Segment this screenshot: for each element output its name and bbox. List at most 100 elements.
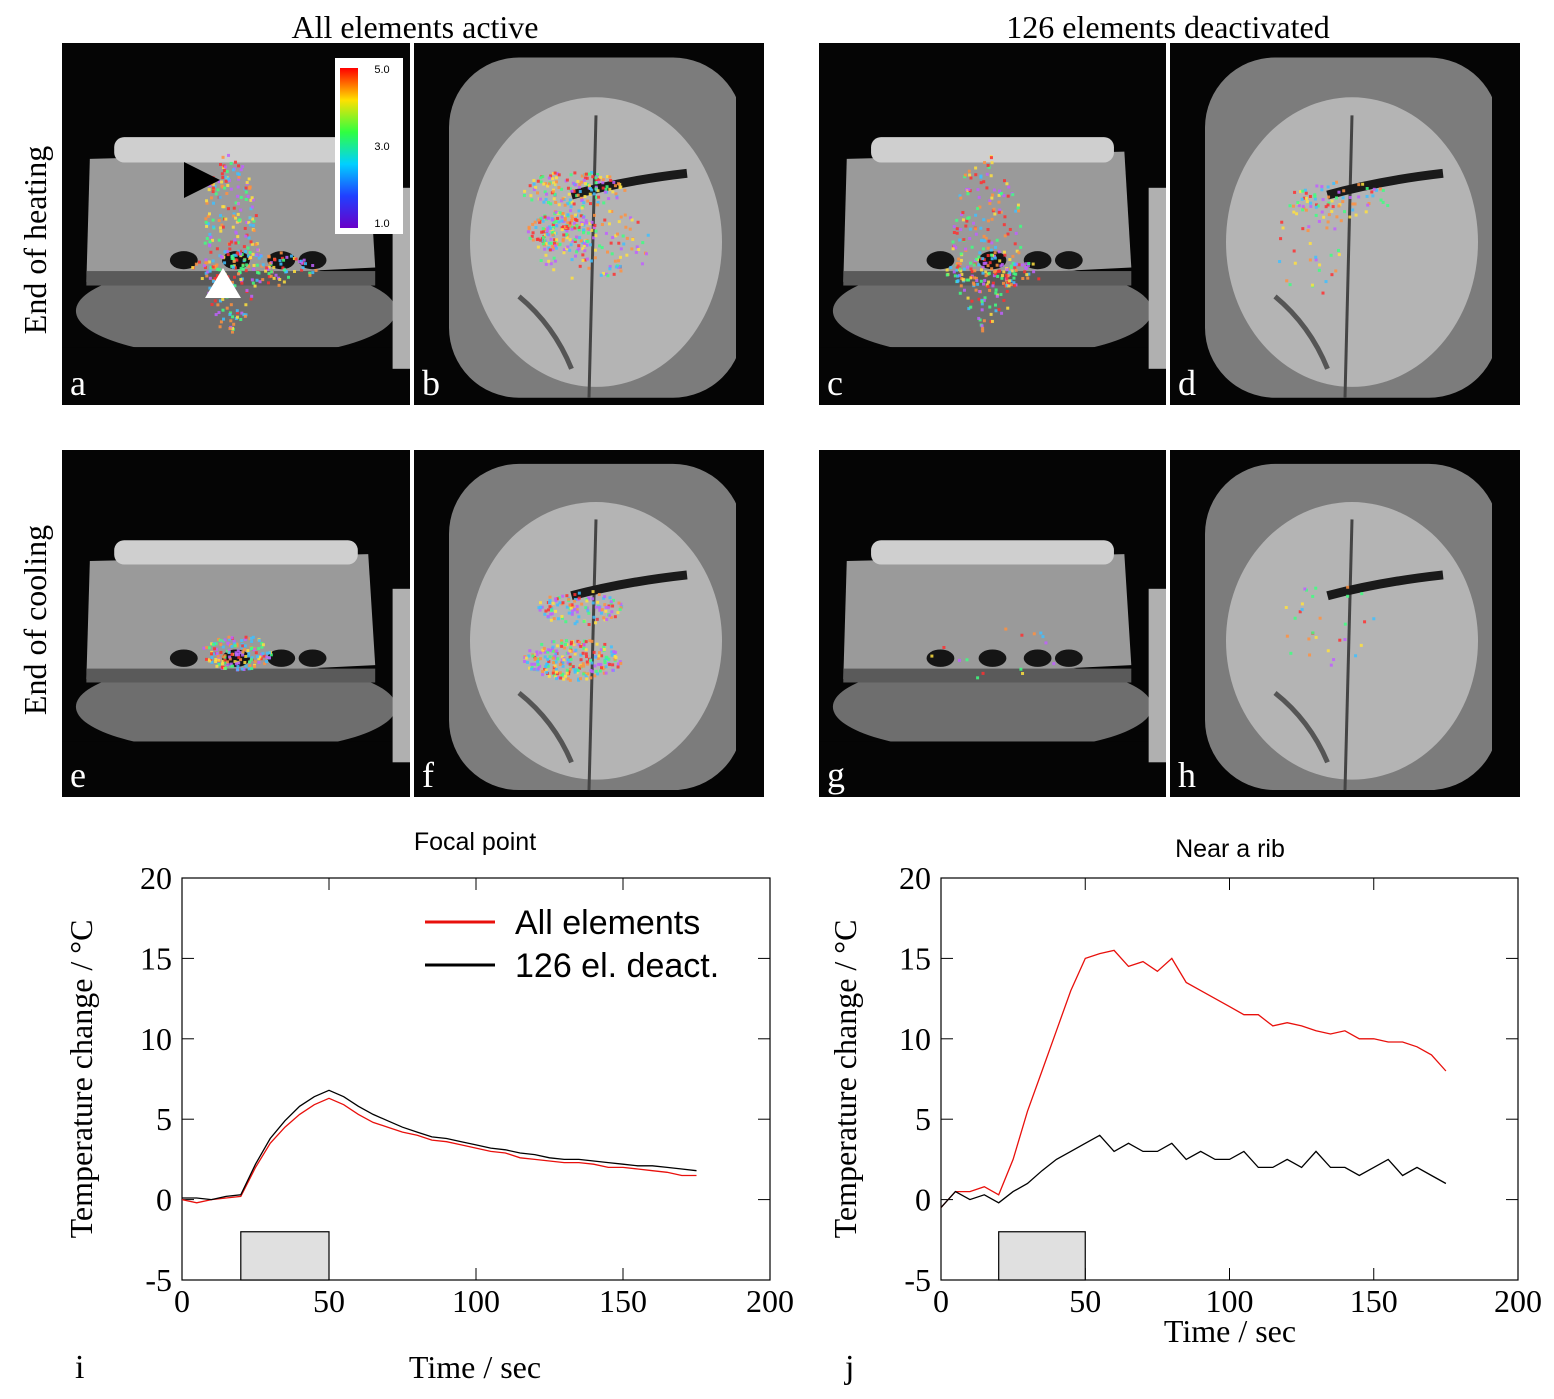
heat-pixel	[641, 241, 645, 245]
heat-pixel	[255, 278, 259, 282]
heat-pixel	[566, 213, 570, 217]
heat-pixel	[252, 648, 256, 652]
heat-pixel	[575, 604, 579, 608]
heat-pixel	[232, 253, 236, 257]
heat-pixel	[1327, 213, 1331, 217]
heat-pixel	[997, 308, 1001, 312]
heat-pixel	[219, 642, 223, 646]
heat-pixel	[608, 175, 612, 179]
heat-pixel	[300, 261, 304, 265]
heat-pixel	[242, 667, 246, 671]
heat-pixel	[614, 234, 618, 238]
heat-pixel	[602, 645, 606, 649]
heat-pixel	[987, 165, 991, 169]
heat-pixel	[252, 219, 256, 223]
heat-pixel	[256, 248, 260, 252]
heat-pixel	[250, 656, 254, 660]
heat-pixel	[1324, 280, 1328, 284]
heat-pixel	[549, 202, 553, 206]
heat-pixel	[1032, 632, 1036, 636]
heat-pixel	[565, 229, 569, 233]
heat-pixel	[236, 241, 240, 245]
heat-pixel	[1325, 226, 1329, 230]
heat-pixel	[542, 200, 546, 204]
heat-pixel	[261, 643, 265, 647]
heat-pixel	[993, 303, 997, 307]
heat-pixel	[567, 670, 571, 674]
heat-pixel	[547, 246, 551, 250]
heat-pixel	[538, 601, 542, 605]
heat-pixel	[586, 672, 590, 676]
heat-pixel	[597, 651, 601, 655]
heat-pixel	[231, 265, 235, 269]
heat-pixel	[236, 649, 240, 653]
heat-pixel	[988, 288, 992, 292]
heat-pixel	[1366, 203, 1370, 207]
heat-pixel	[553, 654, 557, 658]
heat-pixel	[962, 267, 966, 271]
heat-pixel	[241, 267, 245, 271]
heat-pixel	[978, 289, 982, 293]
heat-pixel	[556, 242, 560, 246]
heat-pixel	[557, 596, 561, 600]
heat-pixel	[543, 667, 547, 671]
heat-pixel	[217, 311, 221, 315]
heat-pixel	[226, 660, 230, 664]
heat-pixel	[253, 665, 257, 669]
heat-pixel	[594, 234, 598, 238]
heat-pixel	[218, 638, 222, 642]
heat-pixel	[575, 620, 579, 624]
heat-pixel	[978, 205, 982, 209]
heat-pixel	[1318, 616, 1322, 620]
heat-pixel	[204, 271, 208, 275]
heat-pixel	[557, 173, 561, 177]
heat-pixel	[987, 239, 991, 243]
heat-pixel	[590, 170, 594, 174]
heat-pixel	[221, 225, 225, 229]
heat-pixel	[1002, 298, 1006, 302]
heat-pixel	[969, 176, 973, 180]
heat-pixel	[226, 183, 230, 187]
heat-pixel	[614, 650, 618, 654]
heat-pixel	[234, 258, 238, 262]
heat-pixel	[248, 223, 252, 227]
heat-pixel	[210, 660, 214, 664]
heat-pixel	[602, 616, 606, 620]
heat-pixel	[997, 200, 1001, 204]
heat-pixel	[1020, 263, 1024, 267]
heat-pixel	[205, 199, 209, 203]
heat-pixel	[1284, 606, 1288, 610]
heat-pixel	[552, 669, 556, 673]
heat-pixel	[217, 661, 221, 665]
heat-pixel	[538, 664, 542, 668]
heat-pixel	[223, 165, 227, 169]
heat-pixel	[561, 237, 565, 241]
heat-pixel	[551, 248, 555, 252]
heat-pixel	[294, 257, 298, 261]
heat-pixel	[211, 218, 215, 222]
heat-pixel	[573, 597, 577, 601]
heat-pixel	[624, 225, 628, 229]
heat-pixel	[585, 660, 589, 664]
heat-pixel	[962, 238, 966, 242]
heat-pixel	[541, 236, 545, 240]
heat-pixel	[979, 279, 983, 283]
heat-pixel	[566, 221, 570, 225]
heat-pixel	[583, 242, 587, 246]
heat-pixel	[216, 654, 220, 658]
heat-pixel	[534, 185, 538, 189]
heat-pixel	[1281, 226, 1285, 230]
heat-pixel	[597, 605, 601, 609]
heat-pixel	[557, 186, 561, 190]
heat-pixel	[951, 247, 955, 251]
heat-pixel	[603, 603, 607, 607]
heat-pixel	[958, 291, 962, 295]
heat-pixel	[565, 232, 569, 236]
heat-pixel	[1354, 654, 1358, 658]
heat-pixel	[553, 238, 557, 242]
heat-pixel	[1027, 272, 1031, 276]
heat-pixel	[582, 201, 586, 205]
heat-pixel	[204, 258, 208, 262]
heat-pixel	[609, 178, 613, 182]
